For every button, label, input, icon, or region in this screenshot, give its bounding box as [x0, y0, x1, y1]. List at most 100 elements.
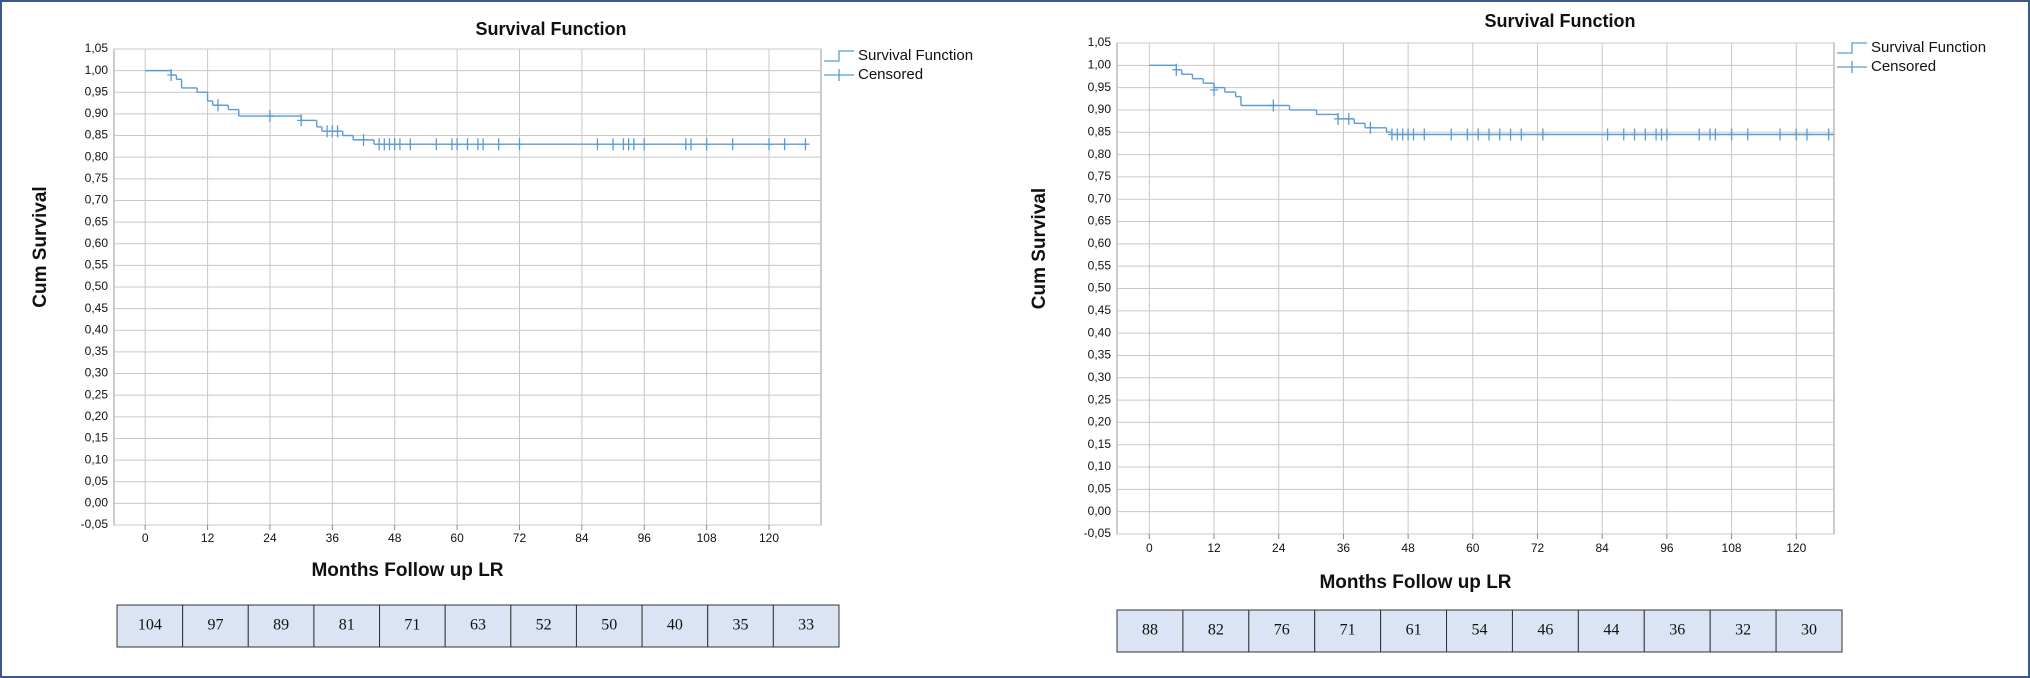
x-tick-label: 60: [1466, 541, 1480, 555]
censored-mark: [297, 114, 306, 127]
censored-mark: [515, 138, 524, 151]
at-risk-value: 40: [667, 617, 683, 634]
at-risk-value: 63: [470, 617, 486, 634]
y-tick-label: 0,40: [1088, 325, 1112, 339]
censored-mark: [1334, 112, 1343, 125]
chart-title: Survival Function: [475, 19, 626, 39]
at-risk-value: 44: [1603, 622, 1619, 639]
censored-mark: [1172, 63, 1181, 76]
x-tick-label: 96: [638, 531, 652, 545]
censored-mark: [1484, 128, 1493, 141]
chart: -0,05 0,00 0,05 0,10 0,15 0,20 0,25 0,30 0,35 0,4…: [30, 19, 973, 648]
at-risk-value: 81: [339, 617, 355, 634]
censored-mark: [801, 138, 810, 151]
y-axis-label: Cum Survival: [1029, 188, 1050, 309]
at-risk-value: 54: [1472, 622, 1488, 639]
at-risk-value: 76: [1274, 622, 1290, 639]
censored-mark: [702, 138, 711, 151]
censored-mark: [406, 138, 415, 151]
y-tick-label: 1,05: [85, 41, 109, 55]
table-cell: [444, 604, 512, 648]
y-tick-label: 0,00: [1088, 504, 1112, 518]
y-tick-label: 0,55: [1088, 258, 1112, 272]
y-tick-label: 0,75: [85, 171, 109, 185]
legend-swatch: [1837, 61, 1867, 73]
censored-mark: [1447, 128, 1456, 141]
table-cell: [313, 604, 381, 648]
censored-mark: [463, 138, 472, 151]
censored-mark: [395, 138, 404, 151]
table-cell: [641, 604, 709, 648]
censored-mark: [1210, 83, 1219, 96]
y-tick-label: 0,05: [85, 474, 109, 488]
censored-mark: [1463, 128, 1472, 141]
censored-mark: [453, 138, 462, 151]
censored-mark: [479, 138, 488, 151]
x-axis-label: Months Follow up LR: [311, 560, 503, 581]
table-cell: [1775, 609, 1843, 653]
table-cell: [247, 604, 315, 648]
y-tick-label: 0,80: [85, 149, 109, 163]
y-tick-label: 0,85: [85, 128, 109, 142]
censored-mark: [640, 138, 649, 151]
censored-mark: [333, 125, 342, 138]
table-cell: [1511, 609, 1579, 653]
y-tick-label: 0,35: [85, 344, 109, 358]
table-cell: [510, 604, 577, 648]
censored-mark: [593, 138, 602, 151]
censored-mark: [1792, 128, 1801, 141]
at-risk-value: 35: [733, 617, 749, 634]
censored-mark: [1824, 128, 1833, 141]
censored-mark: [1695, 128, 1704, 141]
table-cell: [182, 604, 249, 648]
y-tick-label: 0,20: [85, 409, 109, 423]
table-cell: [772, 604, 840, 648]
y-tick-label: 0,30: [85, 366, 109, 380]
y-tick-label: 1,00: [1088, 57, 1112, 71]
x-tick-label: 0: [142, 531, 149, 545]
censored-mark: [1803, 128, 1812, 141]
legend-label: Survival Function: [858, 47, 973, 64]
x-tick-label: 120: [1786, 541, 1806, 555]
table-cell: [1446, 609, 1513, 653]
at-risk-value: 71: [404, 617, 420, 634]
y-tick-label: 0,85: [1088, 124, 1112, 138]
at-risk-value: 46: [1537, 622, 1553, 639]
table-cell: [1182, 609, 1250, 653]
censored-mark: [1776, 128, 1785, 141]
y-tick-label: 0,60: [85, 236, 109, 250]
x-tick-label: 84: [1596, 541, 1610, 555]
censored-mark: [1641, 128, 1650, 141]
y-axis-label: Cum Survival: [30, 186, 51, 307]
at-risk-value: 71: [1340, 622, 1356, 639]
censored-mark: [1344, 112, 1353, 125]
table-cell: [575, 604, 643, 648]
x-tick-label: 108: [697, 531, 717, 545]
legend-swatch: [824, 69, 854, 81]
legend-label: Censored: [1871, 58, 1936, 75]
censored-mark: [167, 68, 176, 81]
y-tick-label: 0,00: [85, 496, 109, 510]
censored-mark: [1727, 128, 1736, 141]
y-tick-label: 0,40: [85, 322, 109, 336]
y-tick-label: 0,20: [1088, 415, 1112, 429]
y-tick-label: 0,05: [1088, 482, 1112, 496]
x-tick-label: 60: [450, 531, 464, 545]
table-cell: [1248, 609, 1316, 653]
censored-mark: [265, 110, 274, 123]
at-risk-value: 89: [273, 617, 289, 634]
table-cell: [1577, 609, 1645, 653]
legend-label: Censored: [858, 66, 923, 83]
censored-mark: [1743, 128, 1752, 141]
y-tick-label: 0,15: [85, 431, 109, 445]
at-risk-value: 33: [798, 617, 814, 634]
censored-mark: [1517, 128, 1526, 141]
x-tick-label: 96: [1660, 541, 1674, 555]
at-risk-value: 50: [601, 617, 617, 634]
censored-mark: [1495, 128, 1504, 141]
at-risk-value: 61: [1406, 622, 1422, 639]
y-tick-label: 0,60: [1088, 236, 1112, 250]
y-tick-label: 0,95: [1088, 80, 1112, 94]
at-risk-value: 32: [1735, 622, 1751, 639]
